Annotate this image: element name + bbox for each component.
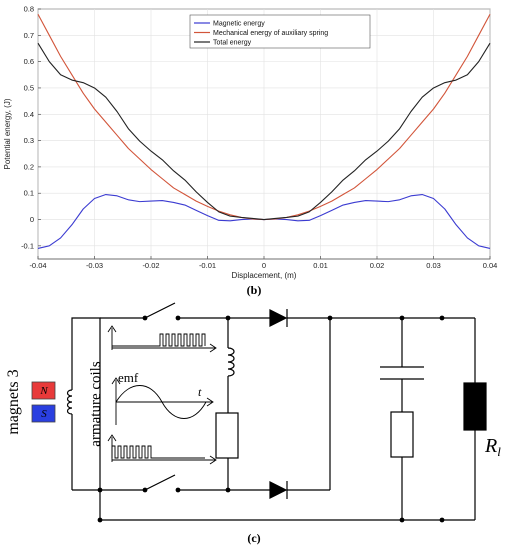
legend-entry: Magnetic energy xyxy=(213,21,265,28)
caption-c: (c) xyxy=(247,531,260,545)
magnet-north-label: N xyxy=(39,385,48,397)
inductor-icon xyxy=(227,347,235,377)
x-tick-label: -0.02 xyxy=(142,261,159,270)
y-tick-label: 0.8 xyxy=(24,5,34,14)
series-lines xyxy=(37,13,491,250)
top-pulse-waveform xyxy=(107,325,217,353)
x-tick-label: -0.01 xyxy=(199,261,216,270)
armature-coils-label: armature coils xyxy=(88,361,104,447)
load-resistor xyxy=(463,382,487,431)
y-tick-label: 0.6 xyxy=(24,57,34,66)
x-tick-label: 0.03 xyxy=(426,261,441,270)
magnet-south-label: S xyxy=(41,408,47,420)
diode-bottom xyxy=(269,481,288,499)
diode-top xyxy=(269,309,288,327)
x-tick-label: -0.03 xyxy=(86,261,103,270)
y-tick-label: 0.2 xyxy=(24,162,34,171)
load-label: Rl xyxy=(484,435,501,459)
y-tick-label: 0.5 xyxy=(24,83,34,92)
junction-dots xyxy=(97,315,445,523)
emf-label: emf xyxy=(118,370,139,385)
y-tick-label: 0.4 xyxy=(24,110,34,119)
legend: Magnetic energy Mechanical energy of auxi… xyxy=(189,14,371,49)
caption-b: (b) xyxy=(247,283,262,297)
y-axis-label: Potential energy, (J) xyxy=(3,98,12,169)
y-tick-label: 0 xyxy=(30,215,34,224)
top-switch-blade xyxy=(144,302,176,319)
x-axis-ticks: -0.04 -0.03 -0.02 -0.01 0 0.01 0.02 0.03 0.04 xyxy=(29,256,497,270)
resistor-filter xyxy=(390,411,414,458)
energy-chart: -0.04 -0.03 -0.02 -0.01 0 0.01 0.02 0.03 0.04 -0… xyxy=(3,5,497,281)
magnets-label: magnets 3 xyxy=(5,369,22,434)
magnet-north xyxy=(31,381,56,400)
x-axis-label: Displacement, (m) xyxy=(232,271,297,280)
sine-waveform xyxy=(111,377,214,425)
series-line-3 xyxy=(37,42,491,221)
y-tick-label: 0.7 xyxy=(24,31,34,40)
armature-coil-icon xyxy=(66,389,73,415)
x-tick-label: 0.01 xyxy=(313,261,328,270)
legend-entry: Total energy xyxy=(213,40,252,47)
bottom-pulse-waveform xyxy=(107,434,217,465)
x-tick-label: 0.04 xyxy=(483,261,498,270)
x-tick-label: 0.02 xyxy=(370,261,385,270)
magnet-south xyxy=(31,404,56,423)
time-label: t xyxy=(198,385,202,399)
x-tick-label: 0 xyxy=(262,261,266,270)
resistor-coil xyxy=(215,412,239,459)
legend-entry: Mechanical energy of auxiliary spring xyxy=(213,30,328,37)
bottom-switch-blade xyxy=(144,474,176,491)
legend-box xyxy=(189,14,371,49)
y-axis-ticks: -0.1 0 0.1 0.2 0.3 0.4 0.5 0.6 0.7 0.8 xyxy=(21,5,41,250)
y-tick-label: 0.3 xyxy=(24,136,34,145)
y-tick-label: 0.1 xyxy=(24,189,34,198)
x-tick-label: -0.04 xyxy=(29,261,46,270)
y-tick-label: -0.1 xyxy=(21,241,34,250)
circuit-diagram xyxy=(31,302,487,523)
